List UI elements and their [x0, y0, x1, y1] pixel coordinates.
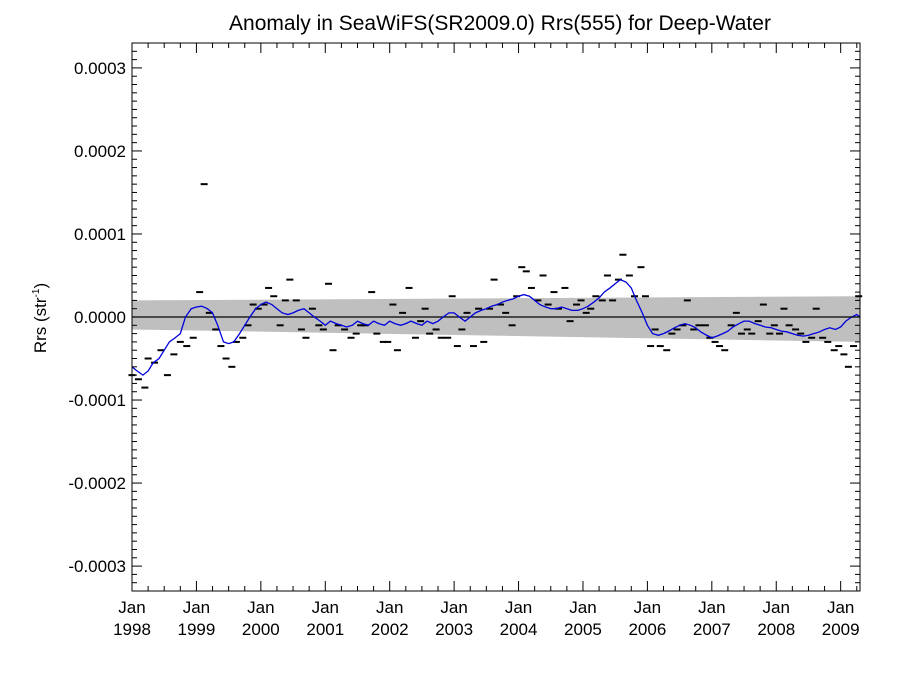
- y-axis-label: Rrs (str-1): [31, 283, 50, 353]
- x-tick-month: Jan: [698, 598, 725, 617]
- x-tick-month: Jan: [247, 598, 274, 617]
- y-tick-label: -0.0001: [68, 391, 126, 410]
- x-tick-year: 2004: [500, 620, 538, 639]
- x-tick-month: Jan: [505, 598, 532, 617]
- x-tick-year: 2008: [757, 620, 795, 639]
- plot-area: [128, 42, 863, 592]
- x-tick-year: 1999: [178, 620, 216, 639]
- x-tick-month: Jan: [827, 598, 854, 617]
- y-tick-label: 0.0002: [74, 142, 126, 161]
- x-tick-month: Jan: [118, 598, 145, 617]
- x-tick-year: 2005: [564, 620, 602, 639]
- y-axis-label-sup: -1: [31, 288, 42, 297]
- x-tick-year: 2007: [693, 620, 731, 639]
- x-tick-month: Jan: [634, 598, 661, 617]
- y-tick-label: 0.0000: [74, 308, 126, 327]
- x-tick-month: Jan: [183, 598, 210, 617]
- x-tick-month: Jan: [440, 598, 467, 617]
- y-tick-label: -0.0002: [68, 474, 126, 493]
- x-tick-month: Jan: [763, 598, 790, 617]
- x-tick-year: 1998: [113, 620, 151, 639]
- smoothed-anomaly-line: [131, 278, 861, 376]
- x-tick-year: 2002: [371, 620, 409, 639]
- confidence-band: [132, 296, 860, 342]
- y-tick-label: 0.0003: [74, 59, 126, 78]
- x-tick-year: 2000: [242, 620, 280, 639]
- x-tick-year: 2009: [822, 620, 860, 639]
- x-tick-month: Jan: [376, 598, 403, 617]
- y-axis-label-main: Rrs (str: [31, 297, 50, 353]
- x-tick-year: 2006: [628, 620, 666, 639]
- y-axis: 0.0003 0.0002 0.0001 0.0000 -0.0001 -0.0002 -0…: [68, 42, 860, 592]
- y-tick-label: -0.0003: [68, 557, 126, 576]
- x-tick-year: 2003: [435, 620, 473, 639]
- y-axis-label-end: ): [31, 283, 50, 289]
- chart-title: Anomaly in SeaWiFS(SR2009.0) Rrs(555) fo…: [229, 12, 771, 35]
- x-tick-year: 2001: [306, 620, 344, 639]
- x-axis: Jan 1998 Jan 1999 Jan 2000 Jan 2001 Jan 2002 Jan 20…: [113, 43, 860, 639]
- y-tick-label: 0.0001: [74, 225, 126, 244]
- x-tick-month: Jan: [569, 598, 596, 617]
- monthly-anomaly-points: [128, 183, 863, 389]
- x-tick-month: Jan: [312, 598, 339, 617]
